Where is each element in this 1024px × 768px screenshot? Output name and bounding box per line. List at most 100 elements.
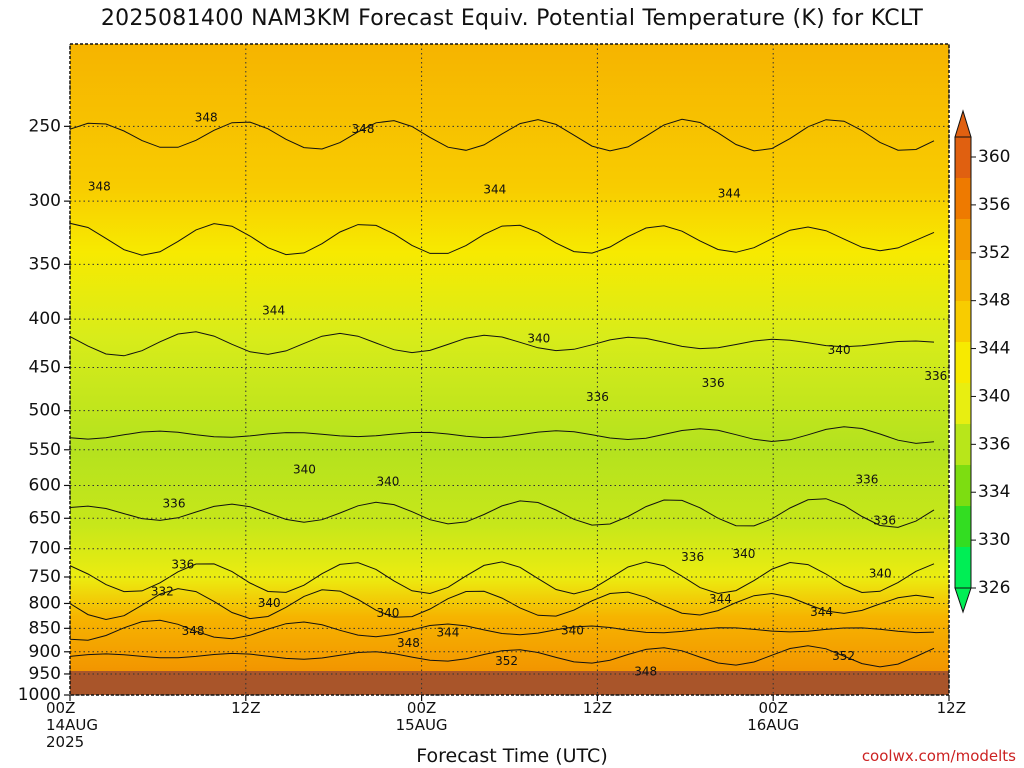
contour-label-layer: 348 348 348 344 344 344 340 340 336 336 336 340 340 3… xyxy=(88,111,947,679)
x-tick-label: 12Z xyxy=(231,699,260,717)
contour-label: 340 xyxy=(527,332,550,346)
colorbar-label: 330 xyxy=(978,530,1010,550)
contour-line xyxy=(70,331,935,357)
colorbar-segment xyxy=(955,260,971,302)
contour-label: 340 xyxy=(732,547,755,561)
contour-label: 340 xyxy=(561,624,584,638)
x-tick-label: 14AUG xyxy=(46,716,98,734)
contour-label: 340 xyxy=(293,463,316,477)
colorbar-segment xyxy=(955,178,971,220)
contour-label: 344 xyxy=(810,605,833,619)
y-tick-label: 950 xyxy=(29,664,61,684)
x-axis-label: Forecast Time (UTC) xyxy=(416,745,608,767)
contour-label: 336 xyxy=(681,550,704,564)
contour-line xyxy=(70,498,935,528)
y-axis: 250 300 350 400 450 500 550 600 650 700 750 800 850 9… xyxy=(18,116,70,705)
contour-label: 348 xyxy=(634,664,657,678)
contour-label: 336 xyxy=(586,390,609,404)
colorbar: 360 356 352 348 344 340 336 334 330 326 xyxy=(954,109,1010,614)
contour-label: 340 xyxy=(376,475,399,489)
x-tick-label: 16AUG xyxy=(747,716,799,734)
colorbar-label: 352 xyxy=(978,243,1010,263)
contour-label: 340 xyxy=(828,343,851,357)
colorbar-segment xyxy=(955,547,971,589)
contour-label: 348 xyxy=(397,636,420,650)
contour-label: 336 xyxy=(171,557,194,571)
colorbar-label: 348 xyxy=(978,291,1010,311)
y-tick-label: 750 xyxy=(29,567,61,587)
colorbar-segment xyxy=(955,342,971,384)
colorbar-segment xyxy=(955,137,971,179)
contour-label: 336 xyxy=(924,369,947,383)
contour-label: 344 xyxy=(718,187,741,201)
y-tick-label: 400 xyxy=(29,309,61,329)
y-tick-label: 250 xyxy=(29,116,61,136)
contour-label: 348 xyxy=(352,122,375,136)
contour-label: 336 xyxy=(856,472,879,486)
x-tick-label: 00Z xyxy=(759,699,788,717)
contour-label: 352 xyxy=(832,649,855,663)
colorbar-label: 326 xyxy=(978,578,1010,598)
contour-label: 348 xyxy=(182,624,205,638)
contour-line xyxy=(70,645,935,668)
y-tick-label: 500 xyxy=(29,401,61,421)
colorbar-label: 356 xyxy=(978,195,1010,215)
y-tick-label: 350 xyxy=(29,254,61,274)
colorbar-label: 340 xyxy=(978,386,1010,406)
y-tick-label: 850 xyxy=(29,618,61,638)
contour-label: 332 xyxy=(151,585,174,599)
plot-area xyxy=(70,44,949,695)
contour-line xyxy=(70,426,935,444)
colorbar-segment xyxy=(955,465,971,507)
x-tick-label: 00Z xyxy=(407,699,436,717)
contour-line xyxy=(70,118,935,152)
y-tick-label: 900 xyxy=(29,642,61,662)
colorbar-label: 336 xyxy=(978,434,1010,454)
colorbar-bottom-arrow xyxy=(954,587,972,614)
theta-e-field xyxy=(70,44,949,695)
y-tick-label: 600 xyxy=(29,475,61,495)
colorbar-top-arrow xyxy=(954,109,972,138)
contour-label: 348 xyxy=(88,180,111,194)
colorbar-segment xyxy=(955,301,971,343)
x-tick-label: 12Z xyxy=(583,699,612,717)
x-tick-label: 15AUG xyxy=(396,716,448,734)
y-tick-label: 700 xyxy=(29,539,61,559)
contour-label: 336 xyxy=(163,497,186,511)
y-tick-label: 800 xyxy=(29,593,61,613)
y-tick-label: 650 xyxy=(29,508,61,528)
x-tick-label: 12Z xyxy=(937,699,966,717)
colorbar-segment xyxy=(955,424,971,466)
x-tick-label: 00Z xyxy=(46,699,75,717)
y-tick-label: 1000 xyxy=(18,685,61,705)
contour-label: 352 xyxy=(495,654,518,668)
contour-label: 340 xyxy=(869,567,892,581)
colorbar-frame xyxy=(954,136,972,589)
contour-line xyxy=(70,619,935,641)
colorbar-label: 344 xyxy=(978,339,1010,359)
contour-label: 344 xyxy=(709,592,732,606)
contour-label: 344 xyxy=(437,626,460,640)
grid-lines xyxy=(69,43,950,696)
contour-label: 336 xyxy=(873,513,896,527)
colorbar-label: 334 xyxy=(978,482,1010,502)
contour-label: 340 xyxy=(376,606,399,620)
contour-line xyxy=(70,561,935,595)
chart-title: 2025081400 NAM3KM Forecast Equiv. Potent… xyxy=(100,6,924,31)
y-tick-label: 550 xyxy=(29,440,61,460)
contour-label: 344 xyxy=(483,183,506,197)
y-tick-label: 300 xyxy=(29,191,61,211)
credit-text: coolwx.com/modelts xyxy=(861,747,1016,765)
contour-label: 336 xyxy=(702,376,725,390)
contour-label: 348 xyxy=(195,111,218,125)
colorbar-segment xyxy=(955,506,971,548)
x-tick-label: 2025 xyxy=(46,733,84,751)
contour-label: 344 xyxy=(262,303,285,317)
colorbar-segment xyxy=(955,383,971,425)
contour-line xyxy=(70,588,935,621)
y-tick-label: 450 xyxy=(29,357,61,377)
colorbar-segment xyxy=(955,219,971,261)
colorbar-label: 360 xyxy=(978,147,1010,167)
